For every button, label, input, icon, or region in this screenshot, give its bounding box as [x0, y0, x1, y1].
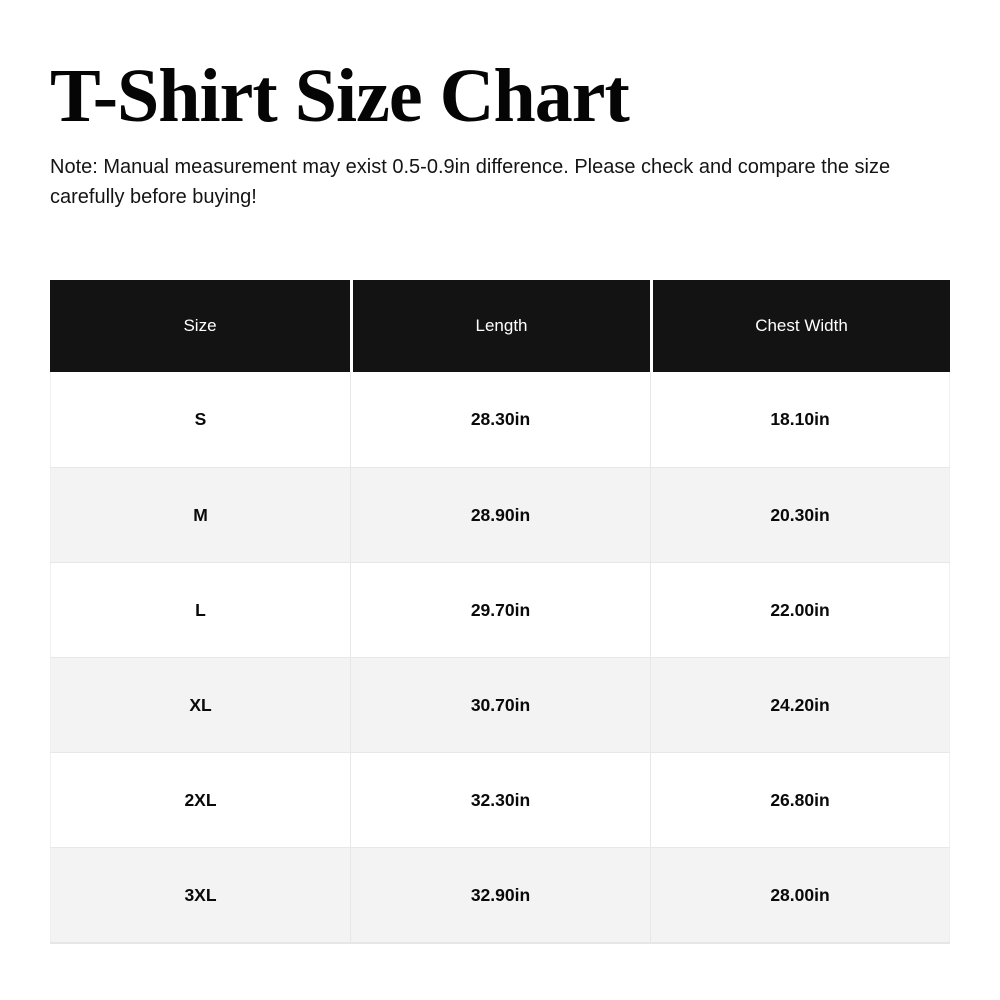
length-cell: 32.90in	[350, 847, 650, 943]
length-cell: 28.30in	[350, 372, 650, 468]
column-header-length: Length	[350, 280, 650, 373]
table-row-m: M 28.90in 20.30in	[50, 467, 950, 563]
size-table: Size Length Chest Width S 28.30in 18.10i…	[50, 280, 950, 945]
chest-width-cell: 26.80in	[650, 752, 950, 848]
length-cell: 28.90in	[350, 467, 650, 563]
table-row-3xl: 3XL 32.90in 28.00in	[50, 847, 950, 943]
column-header-size: Size	[50, 280, 350, 373]
column-header-chest-width: Chest Width	[650, 280, 950, 373]
size-table-header: Size Length Chest Width	[50, 280, 950, 373]
chest-width-cell: 24.20in	[650, 657, 950, 753]
header-row: Size Length Chest Width	[50, 280, 950, 373]
length-cell: 32.30in	[350, 752, 650, 848]
size-cell: L	[50, 562, 350, 658]
chest-width-cell: 28.00in	[650, 847, 950, 943]
table-row-l: L 29.70in 22.00in	[50, 562, 950, 658]
table-row-2xl: 2XL 32.30in 26.80in	[50, 752, 950, 848]
table-row-xl: XL 30.70in 24.20in	[50, 657, 950, 753]
chest-width-cell: 22.00in	[650, 562, 950, 658]
size-cell: 3XL	[50, 847, 350, 943]
measurement-note: Note: Manual measurement may exist 0.5-0…	[50, 156, 891, 209]
chest-width-cell: 18.10in	[650, 372, 950, 468]
chest-width-cell: 20.30in	[650, 467, 950, 563]
size-cell: 2XL	[50, 752, 350, 848]
size-table-body: S 28.30in 18.10in M 28.90in 20.30in L 29…	[50, 372, 950, 943]
length-cell: 29.70in	[350, 562, 650, 658]
length-cell: 30.70in	[350, 657, 650, 753]
page-title: T-Shirt Size Chart	[50, 54, 630, 138]
size-cell: M	[50, 467, 350, 563]
table-row-s: S 28.30in 18.10in	[50, 372, 950, 468]
size-cell: XL	[50, 657, 350, 753]
size-cell: S	[50, 372, 350, 468]
